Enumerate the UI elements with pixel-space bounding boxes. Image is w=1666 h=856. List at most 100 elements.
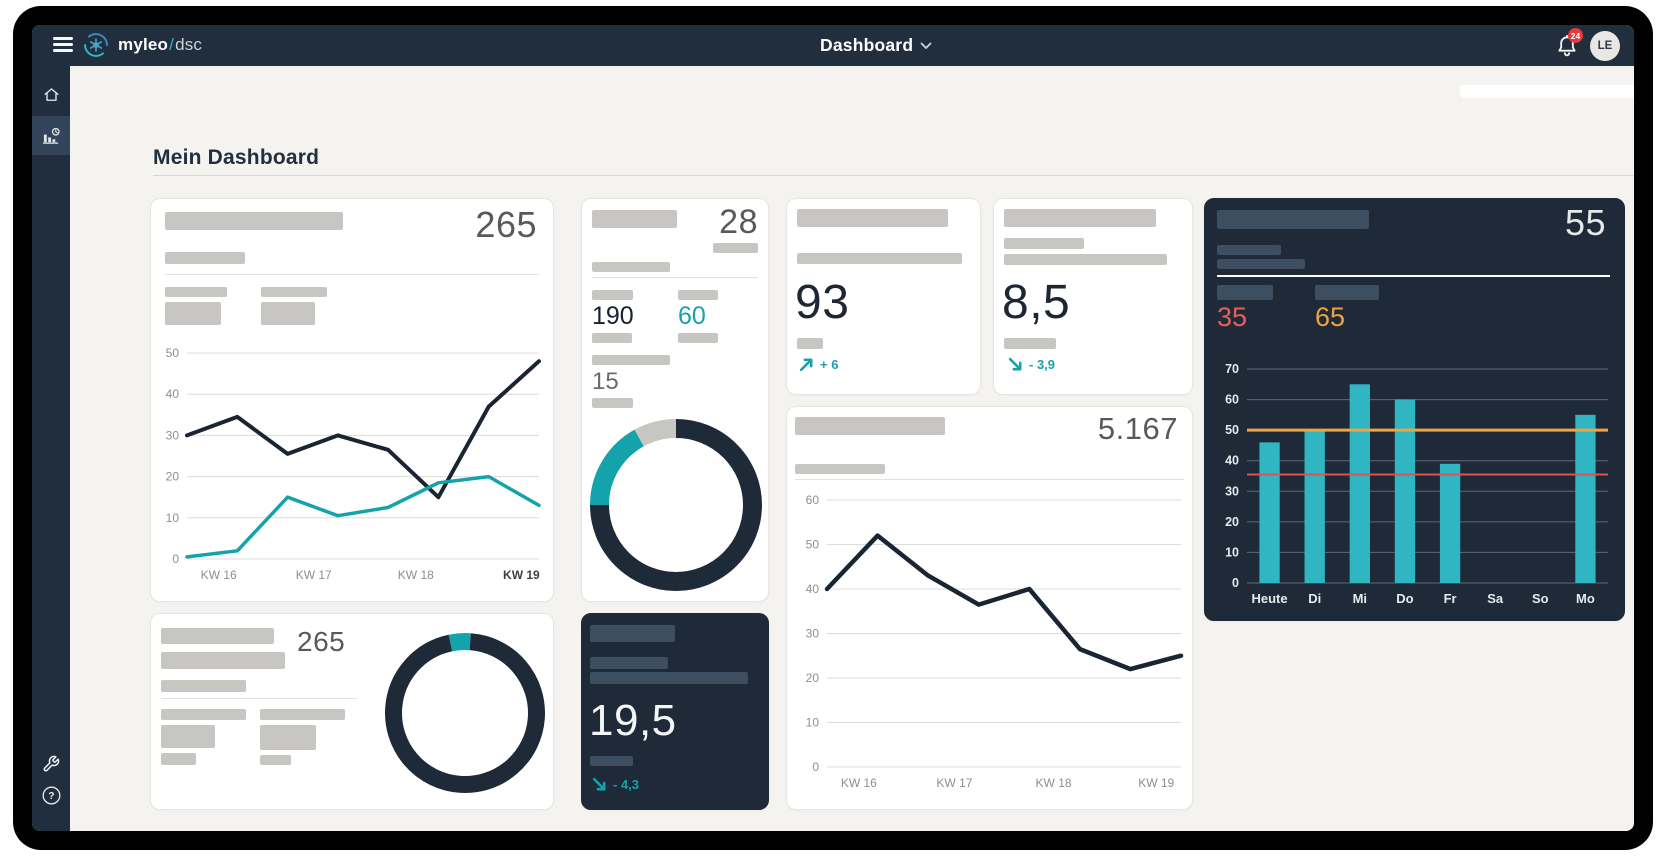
stat-value-right: 60 bbox=[678, 302, 706, 330]
svg-text:KW 18: KW 18 bbox=[1036, 776, 1072, 790]
placeholder-bar bbox=[713, 243, 758, 253]
svg-text:20: 20 bbox=[1225, 515, 1239, 529]
svg-text:?: ? bbox=[48, 791, 54, 802]
brand[interactable]: myleo/dsc bbox=[82, 31, 202, 59]
svg-text:Sa: Sa bbox=[1487, 591, 1504, 606]
svg-text:0: 0 bbox=[172, 552, 179, 566]
card-divider bbox=[592, 277, 758, 278]
header-dropdown-strip bbox=[1460, 85, 1634, 98]
svg-text:KW 17: KW 17 bbox=[296, 568, 332, 582]
menu-icon[interactable] bbox=[53, 37, 73, 53]
svg-text:Do: Do bbox=[1396, 591, 1413, 606]
placeholder-bar bbox=[1004, 238, 1084, 249]
svg-text:70: 70 bbox=[1225, 362, 1239, 376]
notification-badge: 24 bbox=[1568, 28, 1583, 43]
placeholder-bar bbox=[161, 680, 246, 692]
placeholder-bar bbox=[592, 290, 633, 300]
kpi-value: 55 bbox=[1564, 202, 1606, 243]
dashboard-content: Mein Dashboard 265 0 10 20 30 40 50 KW 16 KW 17… bbox=[70, 66, 1634, 831]
svg-text:KW 17: KW 17 bbox=[936, 776, 972, 790]
placeholder-bar bbox=[161, 725, 215, 748]
placeholder-bar bbox=[590, 756, 633, 766]
page-title: Mein Dashboard bbox=[153, 146, 320, 169]
svg-text:10: 10 bbox=[1225, 545, 1239, 559]
topbar: myleo/dsc Dashboard 24 LE bbox=[32, 25, 1634, 66]
page-selector[interactable]: Dashboard bbox=[820, 25, 932, 66]
sidebar-item-settings[interactable] bbox=[32, 744, 70, 783]
card-weekly-lines: 265 0 10 20 30 40 50 KW 16 KW 17 KW 18 KW 19 bbox=[150, 198, 554, 602]
placeholder-bar bbox=[165, 302, 221, 325]
trend-down-icon bbox=[1008, 357, 1022, 371]
card-donut-265: 265 bbox=[150, 613, 554, 810]
svg-text:Mi: Mi bbox=[1353, 591, 1367, 606]
placeholder-bar bbox=[1315, 285, 1379, 300]
svg-text:20: 20 bbox=[806, 671, 820, 685]
placeholder-bar bbox=[592, 333, 632, 343]
svg-text:50: 50 bbox=[1225, 423, 1239, 437]
help-icon: ? bbox=[42, 786, 60, 805]
stat-value-left: 190 bbox=[592, 302, 634, 330]
svg-text:KW 19: KW 19 bbox=[1138, 776, 1174, 790]
trend-down-icon bbox=[592, 777, 606, 791]
svg-text:10: 10 bbox=[806, 716, 820, 730]
placeholder-bar bbox=[165, 212, 343, 230]
trend-indicator: - 3,9 bbox=[1008, 357, 1055, 372]
trend-indicator: - 4,3 bbox=[592, 777, 639, 792]
card-dark-kpi: 19,5 - 4,3 bbox=[581, 613, 769, 810]
brand-logo-icon bbox=[84, 33, 108, 57]
kpi-value: 93 bbox=[795, 276, 850, 329]
line-chart: 0 10 20 30 40 50 60 KW 16 KW 17 KW 18 KW 19 bbox=[791, 485, 1190, 799]
stat-value-bottom: 15 bbox=[592, 368, 619, 395]
placeholder-bar bbox=[165, 252, 245, 264]
trend-up-icon bbox=[799, 358, 813, 372]
placeholder-bar bbox=[678, 290, 718, 300]
placeholder-bar bbox=[797, 253, 962, 264]
home-icon bbox=[43, 87, 59, 101]
svg-text:60: 60 bbox=[1225, 393, 1239, 407]
kpi-value: 28 bbox=[719, 203, 758, 241]
svg-text:30: 30 bbox=[1225, 484, 1239, 498]
card-divider bbox=[165, 274, 539, 275]
card-stats-donut: 28 190 60 15 bbox=[581, 198, 769, 602]
card-divider bbox=[795, 479, 1184, 480]
sidebar-item-home[interactable] bbox=[32, 75, 70, 114]
placeholder-bar bbox=[590, 657, 668, 669]
placeholder-bar bbox=[161, 628, 274, 644]
kpi-value: 265 bbox=[297, 626, 346, 657]
avatar[interactable]: LE bbox=[1590, 31, 1620, 61]
kpi-value: 5.167 bbox=[1097, 411, 1178, 446]
svg-text:10: 10 bbox=[166, 511, 180, 525]
wrench-icon bbox=[43, 755, 60, 771]
analytics-icon bbox=[42, 127, 60, 144]
placeholder-bar bbox=[590, 625, 675, 642]
placeholder-bar bbox=[592, 398, 633, 408]
app-window: myleo/dsc Dashboard 24 LE bbox=[32, 25, 1634, 831]
card-kpi-8-5: 8,5 - 3,9 bbox=[993, 198, 1193, 395]
sidebar: ? bbox=[32, 66, 70, 831]
placeholder-bar bbox=[795, 464, 885, 474]
brand-name: myleo/dsc bbox=[118, 35, 203, 54]
chevron-down-icon bbox=[920, 42, 932, 49]
trend-value: - 4,3 bbox=[613, 777, 640, 792]
card-dark-bars: 55 35 65 0 10 20 30 40 50 60 70 Heute Di Mi Do Fr Sa S… bbox=[1204, 198, 1625, 621]
placeholder-bar bbox=[1217, 210, 1369, 229]
placeholder-bar bbox=[1217, 259, 1305, 269]
svg-text:Heute: Heute bbox=[1252, 591, 1288, 606]
sidebar-item-analytics[interactable] bbox=[32, 116, 70, 155]
stat-value-orange: 65 bbox=[1315, 302, 1346, 332]
page-selector-label: Dashboard bbox=[820, 35, 914, 55]
sidebar-item-help[interactable]: ? bbox=[32, 776, 70, 815]
trend-value: + 6 bbox=[820, 357, 839, 372]
placeholder-bar bbox=[161, 652, 285, 669]
svg-text:0: 0 bbox=[812, 760, 819, 774]
placeholder-bar bbox=[1004, 338, 1056, 349]
placeholder-bar bbox=[261, 302, 315, 325]
svg-text:So: So bbox=[1532, 591, 1549, 606]
placeholder-bar bbox=[161, 709, 246, 720]
svg-text:0: 0 bbox=[1232, 576, 1239, 590]
svg-text:Di: Di bbox=[1308, 591, 1321, 606]
svg-text:KW 16: KW 16 bbox=[841, 776, 877, 790]
placeholder-bar bbox=[797, 209, 948, 227]
placeholder-bar bbox=[797, 338, 823, 349]
svg-text:Mo: Mo bbox=[1576, 591, 1595, 606]
